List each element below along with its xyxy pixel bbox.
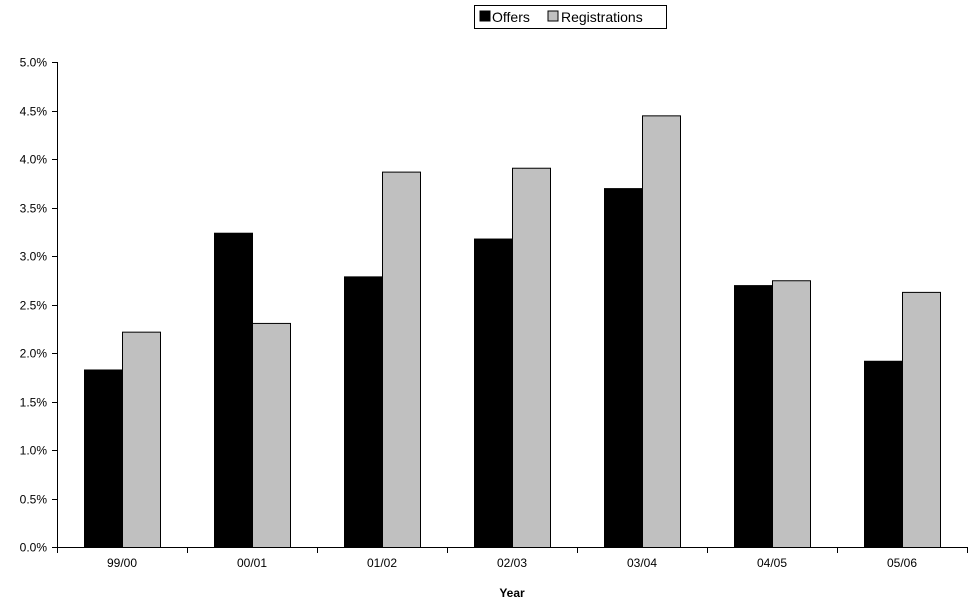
bar-registrations-99-00 [122,331,161,548]
bar-offers-05-06 [864,360,903,549]
bar-offers-02-03 [474,238,513,548]
bar-offers-03-04 [604,188,643,548]
legend-swatch-offers [479,10,491,22]
bar-offers-01-02 [344,276,383,548]
legend-box [474,5,667,29]
bar-offers-00-01 [214,232,253,548]
bar-offers-04-05 [734,285,773,548]
y-tick-label: 4.0% [20,153,48,167]
bars-layer [84,115,941,549]
y-tick-label: 2.0% [20,347,48,361]
legend-label-offers: Offers [492,9,530,25]
axes-layer [52,62,968,553]
y-tick-label: 4.5% [20,105,48,119]
legend-label-registrations: Registrations [561,9,643,25]
y-tick-labels: 0.0% 0.5% 1.0% 1.5% 2.0% 2.5% 3.0% 3.5% 4.0% 4.5%… [20,56,48,555]
y-tick-label: 0.5% [20,493,48,507]
legend-swatch-registrations [547,10,559,22]
bar-offers-99-00 [84,369,123,548]
x-tick-label: 99/00 [107,556,137,570]
y-tick-label: 3.5% [20,202,48,216]
x-tick-label: 01/02 [367,556,397,570]
legend: Offers Registrations [474,5,667,29]
y-tick-label: 3.0% [20,250,48,264]
x-tick-label: 02/03 [497,556,527,570]
bar-registrations-05-06 [902,291,941,549]
y-tick-label: 2.5% [20,299,48,313]
y-tick-label: 5.0% [20,56,48,70]
x-tick-label: 05/06 [887,556,917,570]
bar-registrations-02-03 [512,167,551,548]
bar-registrations-03-04 [642,115,681,548]
y-tick-label: 1.5% [20,396,48,410]
y-tick-label: 0.0% [20,541,48,555]
bar-registrations-04-05 [772,280,811,548]
x-axis-title: Year [499,586,525,600]
x-tick-label: 00/01 [237,556,267,570]
y-tick-label: 1.0% [20,444,48,458]
x-tick-label: 04/05 [757,556,787,570]
bar-registrations-00-01 [252,322,291,548]
bar-registrations-01-02 [382,171,421,549]
x-tick-label: 03/04 [627,556,657,570]
x-tick-labels: 99/00 00/01 01/02 02/03 03/04 04/05 05/06 [107,556,917,570]
